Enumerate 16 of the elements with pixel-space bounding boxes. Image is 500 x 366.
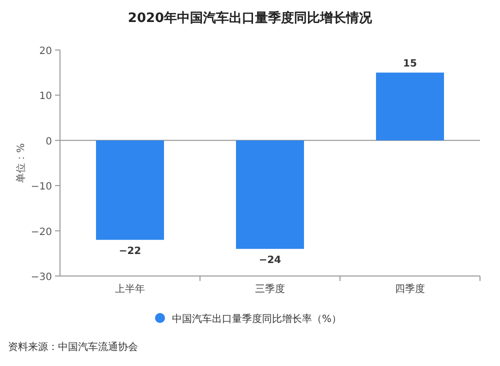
y-axis-title: 单位：%	[15, 143, 27, 183]
y-tick-label: −30	[30, 272, 52, 283]
x-tick-label: 上半年	[115, 283, 145, 295]
chart-title: 2020年中国汽车出口量季度同比增长情况	[128, 10, 374, 26]
data-label: −22	[118, 246, 142, 257]
y-tick-label: 20	[39, 46, 52, 57]
legend: 中国汽车出口量季度同比增长率（%）	[155, 313, 342, 325]
y-tick-label: −20	[30, 226, 52, 238]
x-tick-label: 四季度	[395, 283, 425, 295]
y-tick-label: 0	[46, 136, 52, 148]
data-label: −24	[258, 254, 282, 266]
y-tick-label: 10	[39, 91, 52, 102]
data-label: 15	[403, 58, 417, 70]
y-tick-label: −10	[30, 182, 52, 193]
x-tick-label: 三季度	[255, 283, 285, 295]
text: 资料来源：中国汽车流通协会	[8, 341, 138, 353]
